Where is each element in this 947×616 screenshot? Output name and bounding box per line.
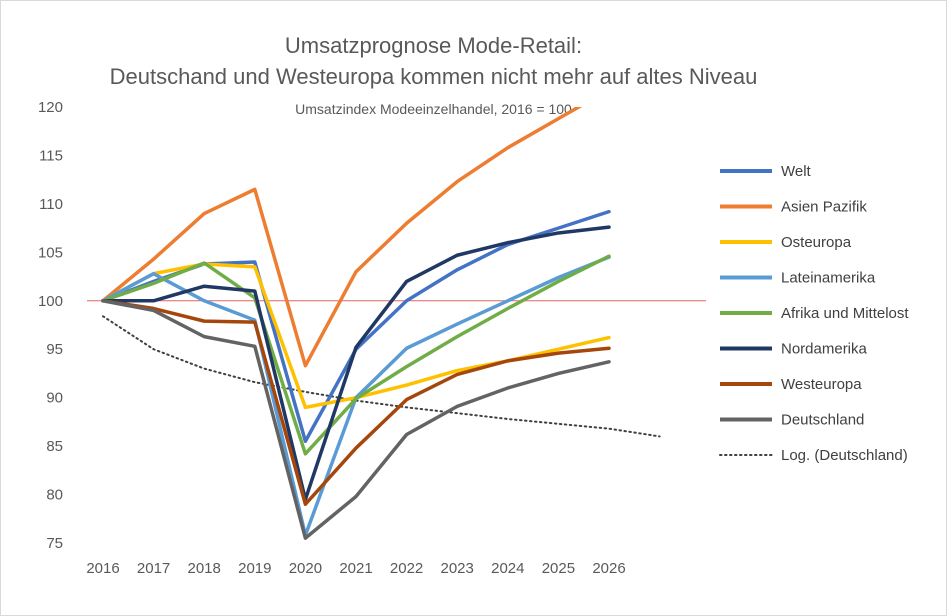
x-tick-label: 2023	[441, 560, 474, 577]
y-tick-label: 105	[38, 244, 63, 261]
series-line-deutschland	[101, 299, 611, 540]
y-tick-label: 80	[46, 487, 63, 504]
legend-label: Westeuropa	[781, 376, 862, 393]
legend-label: Welt	[781, 163, 812, 180]
x-tick-label: 2017	[137, 560, 170, 577]
chart-title: Umsatzprognose Mode-Retail:	[284, 33, 583, 58]
series-line-lateinamerika	[101, 255, 611, 537]
x-tick-label: 2022	[390, 560, 423, 577]
x-tick-label: 2018	[188, 560, 221, 577]
series-line-westeuropa	[101, 299, 611, 506]
y-tick-label: 75	[46, 535, 63, 552]
x-tick-label: 2016	[86, 560, 119, 577]
x-tick-label: 2026	[592, 560, 625, 577]
chart-subtitle: Umsatzindex Modeeinzelhandel, 2016 = 100	[295, 101, 572, 117]
legend-label: Deutschland	[781, 412, 864, 429]
legend-label: Nordamerika	[781, 341, 868, 358]
legend-label: Lateinamerika	[781, 270, 876, 287]
series-line-afrika-und-mittelost	[101, 254, 611, 456]
y-tick-label: 85	[46, 438, 63, 455]
legend-label: Log. (Deutschland)	[781, 447, 908, 464]
chart-title-line-2: Deutschand und Westeuropa kommen nicht m…	[109, 64, 758, 89]
trendline-log-deutschland	[102, 315, 661, 438]
y-tick-label: 100	[38, 293, 63, 310]
y-tick-label: 115	[39, 147, 63, 164]
series-line-nordamerika	[101, 225, 611, 502]
x-tick-label: 2025	[542, 560, 575, 577]
legend-label: Asien Pazifik	[781, 199, 867, 216]
series-line-asien-pazifik	[101, 107, 583, 368]
y-tick-label: 90	[46, 390, 63, 407]
x-tick-label: 2019	[238, 560, 271, 577]
legend-label: Osteuropa	[781, 234, 852, 251]
legend-label: Afrika und Mittelost	[781, 305, 909, 322]
series-line-welt	[101, 209, 611, 444]
x-tick-label: 2020	[289, 560, 322, 577]
x-tick-label: 2024	[491, 560, 524, 577]
y-tick-label: 95	[46, 341, 63, 358]
y-tick-label: 120	[38, 99, 63, 116]
x-tick-label: 2021	[339, 560, 372, 577]
y-tick-label: 110	[39, 196, 63, 213]
